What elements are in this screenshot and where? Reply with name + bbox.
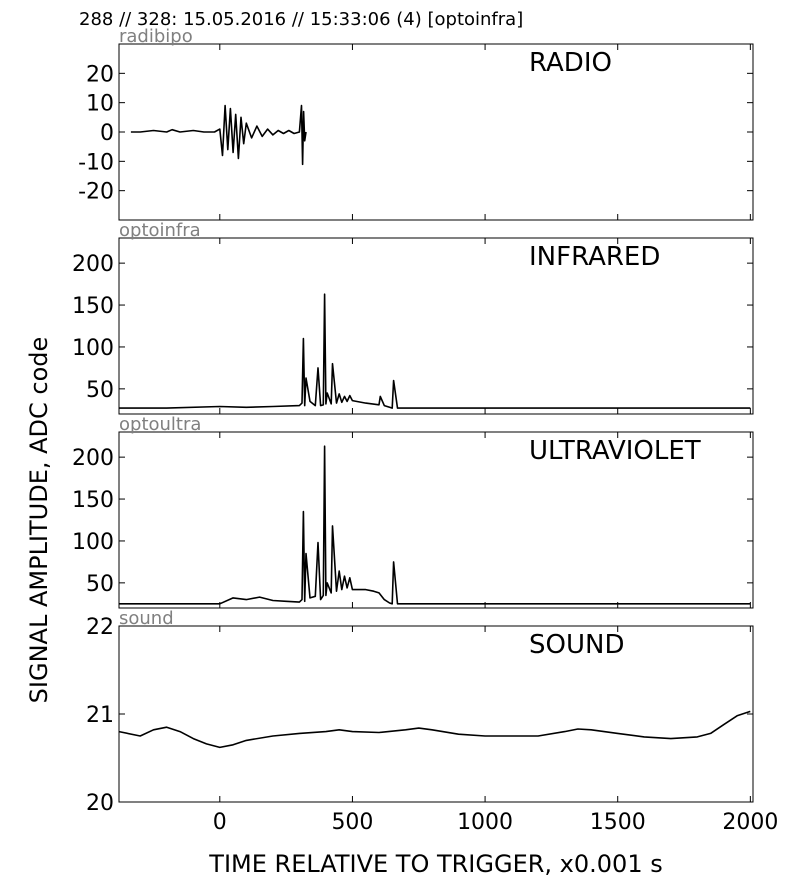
panel-infrared: optoinfra INFRARED 200 150 100 50 bbox=[72, 220, 754, 415]
x-tick-label: 500 bbox=[331, 810, 373, 835]
y-tick-label: 10 bbox=[86, 92, 114, 117]
panel-title: ULTRAVIOLET bbox=[529, 436, 701, 466]
x-tick-label: 1500 bbox=[590, 810, 646, 835]
panel-ultraviolet: optoultra ULTRAVIOLET 200 150 100 50 bbox=[72, 414, 754, 609]
panel-title: SOUND bbox=[529, 630, 624, 660]
corner-label: optoultra bbox=[119, 414, 201, 435]
chart-panels: radibipoRADIO20100-10-20optoinfraINFRARE… bbox=[72, 26, 778, 835]
signal-trace-radio bbox=[130, 104, 307, 166]
y-tick-label: 21 bbox=[86, 703, 114, 728]
x-axis-label: TIME RELATIVE TO TRIGGER, x0.001 s bbox=[208, 850, 662, 878]
signal-trace-sound bbox=[118, 710, 751, 749]
y-tick-label: -10 bbox=[78, 150, 114, 175]
y-tick-label: 150 bbox=[72, 294, 114, 319]
signal-trace-ultraviolet bbox=[119, 445, 751, 605]
plot-frame bbox=[118, 237, 754, 415]
y-tick-label: 150 bbox=[72, 488, 114, 513]
corner-label: optoinfra bbox=[119, 220, 201, 241]
panel-radio: radibipo RADIO 20 10 0 -10 -20 bbox=[78, 26, 754, 221]
y-tick-label: 22 bbox=[86, 615, 114, 640]
y-tick-label: 100 bbox=[72, 530, 114, 555]
y-tick-label: 100 bbox=[72, 336, 114, 361]
y-tick-label: 0 bbox=[100, 121, 114, 146]
y-tick-label: -20 bbox=[78, 180, 114, 205]
plot-frame bbox=[118, 625, 754, 803]
corner-label: sound bbox=[119, 608, 174, 629]
panel-sound: sound SOUND 22 21 20 bbox=[86, 608, 754, 816]
x-tick-label: 0 bbox=[213, 810, 227, 835]
y-tick-label: 20 bbox=[86, 62, 114, 87]
y-axis-label: SIGNAL AMPLITUDE, ADC code bbox=[25, 337, 53, 704]
x-tick-label: 1000 bbox=[457, 810, 513, 835]
corner-label: radibipo bbox=[119, 26, 193, 47]
signal-trace-infrared bbox=[119, 293, 751, 409]
y-tick-label: 20 bbox=[86, 791, 114, 816]
panel-title: INFRARED bbox=[529, 242, 660, 272]
header-title: 288 // 328: 15.05.2016 // 15:33:06 (4) [… bbox=[79, 9, 523, 30]
y-tick-label: 200 bbox=[72, 446, 114, 471]
x-tick-label: 2000 bbox=[722, 810, 778, 835]
panel-title: RADIO bbox=[529, 48, 612, 78]
y-tick-label: 200 bbox=[72, 252, 114, 277]
y-tick-label: 50 bbox=[86, 378, 114, 403]
plot-frame bbox=[118, 431, 754, 609]
y-tick-label: 50 bbox=[86, 572, 114, 597]
